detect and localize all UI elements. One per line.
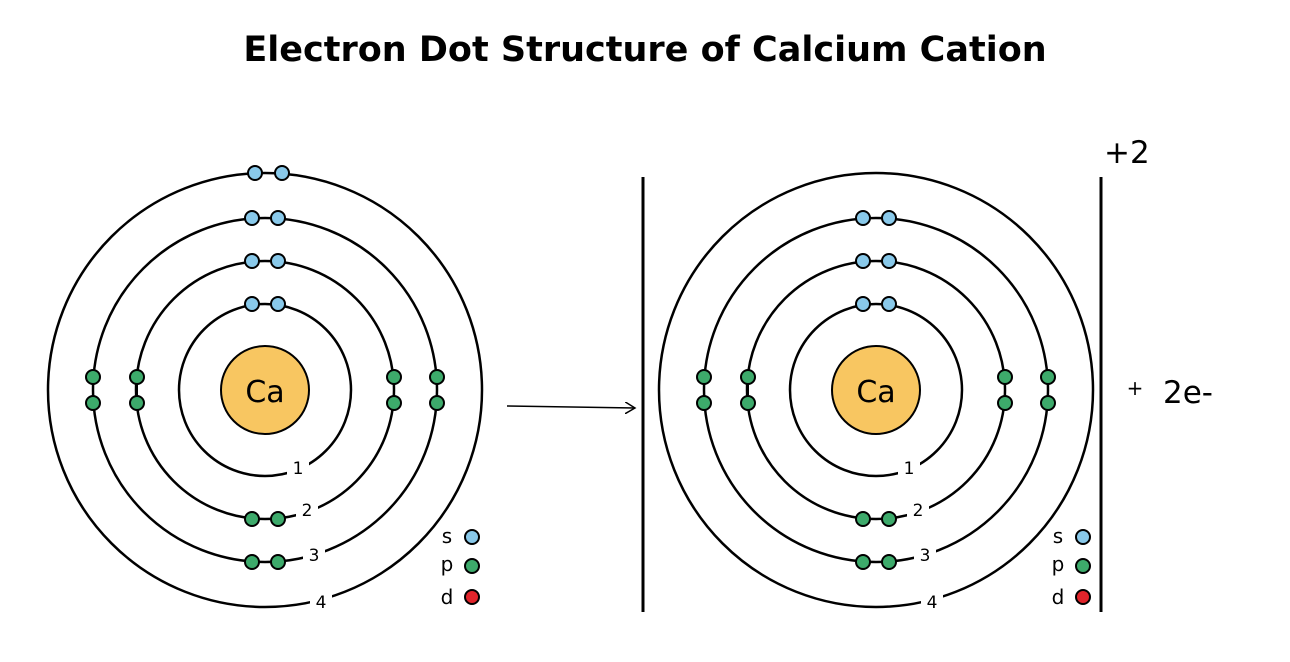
- nucleus: [831, 345, 921, 435]
- p-electron: [740, 369, 756, 385]
- legend-label-s: s: [1053, 524, 1063, 548]
- shell-label-2: 2: [302, 501, 313, 521]
- nucleus-symbol: Ca: [856, 375, 895, 410]
- nucleus-symbol: Ca: [245, 375, 284, 410]
- plus-sign: +: [1127, 376, 1144, 400]
- s-electron: [855, 253, 871, 269]
- electron-pair: [129, 369, 145, 411]
- p-electron: [129, 395, 145, 411]
- p-electron: [85, 369, 101, 385]
- p-electron: [429, 395, 445, 411]
- electron-pair: [997, 369, 1013, 411]
- legend: s p d: [441, 524, 480, 609]
- legend-swatch-p: [464, 558, 480, 574]
- legend-label-p: p: [1052, 552, 1065, 576]
- s-electron: [855, 210, 871, 226]
- electron-pair: [855, 554, 897, 570]
- p-electron: [129, 369, 145, 385]
- legend-swatch-s: [464, 529, 480, 545]
- electron-pair: [244, 296, 286, 312]
- p-electron: [386, 369, 402, 385]
- reaction-arrow: [506, 406, 635, 408]
- atom-neutral: Ca 1 2 3 4: [46, 165, 484, 614]
- p-electron: [997, 369, 1013, 385]
- nucleus: [220, 345, 310, 435]
- electron-pair: [1040, 369, 1056, 411]
- electron-pair: [855, 296, 897, 312]
- p-electron: [740, 395, 756, 411]
- legend-label-d: d: [441, 585, 454, 609]
- p-electron: [881, 511, 897, 527]
- electron-pair: [244, 253, 286, 269]
- electron-pair: [855, 210, 897, 226]
- p-electron: [696, 395, 712, 411]
- legend-label-p: p: [441, 552, 454, 576]
- s-electron: [270, 296, 286, 312]
- p-electron: [1040, 395, 1056, 411]
- p-electron: [696, 369, 712, 385]
- p-electron: [881, 554, 897, 570]
- shell-4: [657, 171, 1095, 609]
- electron-pair: [855, 253, 897, 269]
- p-electron: [85, 395, 101, 411]
- atom-cation: Ca 1 2 3 4: [657, 171, 1095, 614]
- legend-swatch-s: [1075, 529, 1091, 545]
- s-electron: [244, 253, 260, 269]
- s-electron: [270, 210, 286, 226]
- legend-label-d: d: [1052, 585, 1065, 609]
- s-electron: [247, 165, 263, 181]
- p-electron: [270, 554, 286, 570]
- diagram-title: Electron Dot Structure of Calcium Cation: [243, 30, 1047, 70]
- electron-pair: [740, 369, 756, 411]
- legend-swatch-d: [464, 589, 480, 605]
- p-electron: [1040, 369, 1056, 385]
- ion-charge: +2: [1104, 135, 1150, 171]
- p-electron: [270, 511, 286, 527]
- p-electron: [855, 554, 871, 570]
- electron-pair: [244, 511, 286, 527]
- electron-pair: [85, 369, 101, 411]
- electron-pair: [429, 369, 445, 411]
- shell-label-1: 1: [293, 459, 304, 479]
- legend-swatch-d: [1075, 589, 1091, 605]
- s-electron: [881, 253, 897, 269]
- electron-pair: [244, 210, 286, 226]
- p-electron: [244, 554, 260, 570]
- s-electron: [855, 296, 871, 312]
- legend: s p d: [1052, 524, 1091, 609]
- s-electron: [244, 210, 260, 226]
- electron-pair: [696, 369, 712, 411]
- p-electron: [997, 395, 1013, 411]
- shell-label-3: 3: [309, 546, 320, 566]
- p-electron: [855, 511, 871, 527]
- electron-pair: [855, 511, 897, 527]
- legend-label-s: s: [442, 524, 452, 548]
- s-electron: [881, 210, 897, 226]
- released-electrons: 2e-: [1163, 375, 1213, 411]
- shell-label-2: 2: [913, 501, 924, 521]
- s-electron: [270, 253, 286, 269]
- shell-label-4: 4: [927, 593, 938, 613]
- s-electron: [244, 296, 260, 312]
- electron-pair: [386, 369, 402, 411]
- electron-pair: [244, 554, 286, 570]
- s-electron: [274, 165, 290, 181]
- s-electron: [881, 296, 897, 312]
- shell-label-3: 3: [920, 546, 931, 566]
- legend-swatch-p: [1075, 558, 1091, 574]
- shell-label-1: 1: [904, 459, 915, 479]
- shell-label-4: 4: [316, 593, 327, 613]
- p-electron: [244, 511, 260, 527]
- p-electron: [386, 395, 402, 411]
- valence-electron-pair: [247, 165, 290, 181]
- p-electron: [429, 369, 445, 385]
